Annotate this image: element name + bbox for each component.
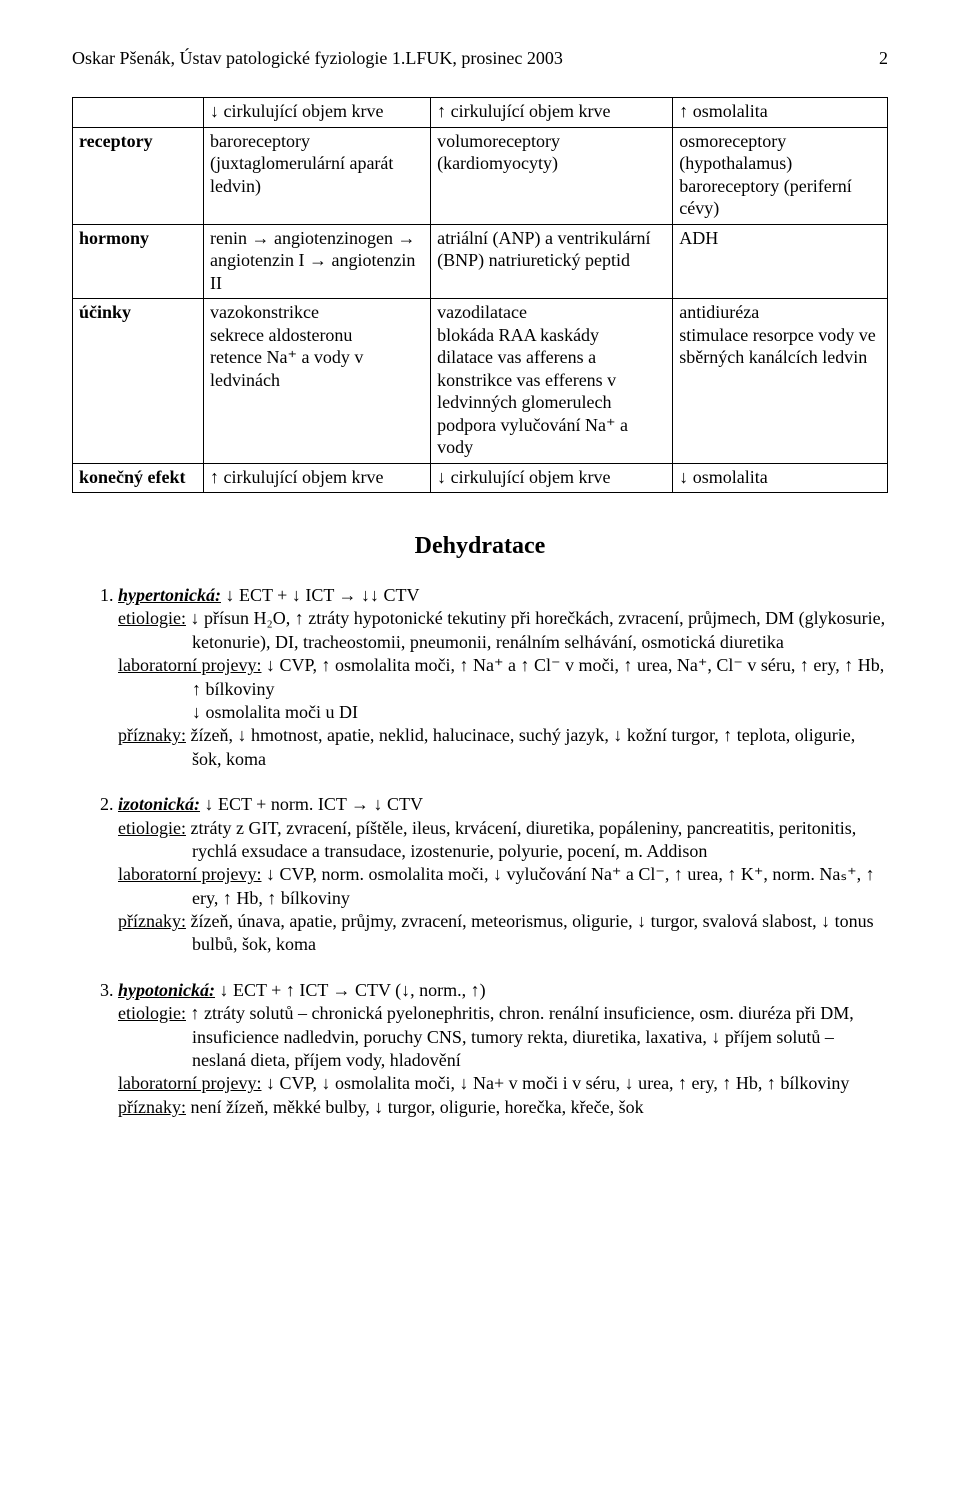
table-cell: konečný efekt — [73, 463, 204, 493]
header-left: Oskar Pšenák, Ústav patologické fyziolog… — [72, 48, 563, 69]
lab-text: ↓ CVP, ↑ osmolalita moči, ↑ Na⁺ a ↑ Cl⁻ … — [192, 655, 884, 698]
table-row: receptory baroreceptory (juxtaglomerulár… — [73, 127, 888, 224]
table-cell: volumoreceptory (kardiomyocyty) — [431, 127, 673, 224]
page-number: 2 — [879, 48, 888, 69]
comparison-table: ↓ cirkulující objem krve ↑ cirkulující o… — [72, 97, 888, 493]
table-cell: účinky — [73, 299, 204, 464]
lab-extra: ↓ osmolalita moči u DI — [118, 701, 888, 724]
etiology-text: ↓ přísun H₂O, ↑ ztráty hypotonické tekut… — [186, 608, 885, 651]
symptoms-text: žízeň, ↓ hmotnost, apatie, neklid, haluc… — [186, 725, 855, 768]
lab-text: ↓ CVP, ↓ osmolalita moči, ↓ Na+ v moči i… — [261, 1073, 849, 1093]
table-cell: hormony — [73, 224, 204, 299]
page-header: Oskar Pšenák, Ústav patologické fyziolog… — [72, 48, 888, 69]
table-row: ↓ cirkulující objem krve ↑ cirkulující o… — [73, 98, 888, 128]
table-cell: ↑ cirkulující objem krve — [204, 463, 431, 493]
lab-label: laboratorní projevy: — [118, 655, 261, 675]
symptoms-line: příznaky: není žízeň, měkké bulby, ↓ tur… — [118, 1096, 888, 1119]
table-cell — [73, 98, 204, 128]
lab-label: laboratorní projevy: — [118, 1073, 261, 1093]
lab-line: laboratorní projevy: ↓ CVP, norm. osmola… — [118, 863, 888, 910]
list-item: hypertonická: ↓ ECT + ↓ ICT → ↓↓ CTV eti… — [118, 584, 888, 771]
table-cell: ↓ cirkulující objem krve — [204, 98, 431, 128]
symptoms-text: není žízeň, měkké bulby, ↓ turgor, oligu… — [186, 1097, 644, 1117]
table-row: účinky vazokonstrikcesekrece aldosteronu… — [73, 299, 888, 464]
table-cell: ↑ osmolalita — [673, 98, 888, 128]
symptoms-text: žízeň, únava, apatie, průjmy, zvracení, … — [186, 911, 874, 954]
etiology-label: etiologie: — [118, 1003, 186, 1023]
table-row: konečný efekt ↑ cirkulující objem krve ↓… — [73, 463, 888, 493]
symptoms-line: příznaky: žízeň, ↓ hmotnost, apatie, nek… — [118, 724, 888, 771]
table-cell: ADH — [673, 224, 888, 299]
page: Oskar Pšenák, Ústav patologické fyziolog… — [0, 0, 960, 1506]
list-item: hypotonická: ↓ ECT + ↑ ICT → CTV (↓, nor… — [118, 979, 888, 1119]
table-cell: ↑ cirkulující objem krve — [431, 98, 673, 128]
table-cell: ↓ osmolalita — [673, 463, 888, 493]
table-cell: baroreceptory (juxtaglomerulární aparát … — [204, 127, 431, 224]
item-head-tail: ↓ ECT + ↓ ICT → ↓↓ CTV — [221, 585, 420, 605]
item-head: hypotonická: — [118, 980, 215, 1000]
item-head: izotonická: — [118, 794, 200, 814]
lab-line: laboratorní projevy: ↓ CVP, ↑ osmolalita… — [118, 654, 888, 701]
etiology-line: etiologie: ↓ přísun H₂O, ↑ ztráty hypoto… — [118, 607, 888, 654]
table-cell: vazokonstrikcesekrece aldosteronuretence… — [204, 299, 431, 464]
item-list: hypertonická: ↓ ECT + ↓ ICT → ↓↓ CTV eti… — [72, 584, 888, 1119]
lab-label: laboratorní projevy: — [118, 864, 261, 884]
etiology-text: ztráty z GIT, zvracení, píštěle, ileus, … — [186, 818, 856, 861]
etiology-line: etiologie: ztráty z GIT, zvracení, píště… — [118, 817, 888, 864]
symptoms-line: příznaky: žízeň, únava, apatie, průjmy, … — [118, 910, 888, 957]
etiology-label: etiologie: — [118, 818, 186, 838]
etiology-text: ↑ ztráty solutů – chronická pyelonephrit… — [186, 1003, 854, 1070]
lab-text: ↓ CVP, norm. osmolalita moči, ↓ vylučová… — [192, 864, 875, 907]
table-cell: osmoreceptory (hypothalamus) barorecepto… — [673, 127, 888, 224]
list-item: izotonická: ↓ ECT + norm. ICT → ↓ CTV et… — [118, 793, 888, 957]
table-row: hormony renin → angiotenzinogen → angiot… — [73, 224, 888, 299]
table-cell: renin → angiotenzinogen → angiotenzin I … — [204, 224, 431, 299]
section-title: Dehydratace — [72, 533, 888, 560]
etiology-label: etiologie: — [118, 608, 186, 628]
item-head-tail: ↓ ECT + ↑ ICT → CTV (↓, norm., ↑) — [215, 980, 486, 1000]
table-cell: vazodilataceblokáda RAA kaskádydilatace … — [431, 299, 673, 464]
item-head: hypertonická: — [118, 585, 221, 605]
lab-line: laboratorní projevy: ↓ CVP, ↓ osmolalita… — [118, 1072, 888, 1095]
symptoms-label: příznaky: — [118, 725, 186, 745]
etiology-line: etiologie: ↑ ztráty solutů – chronická p… — [118, 1002, 888, 1072]
symptoms-label: příznaky: — [118, 911, 186, 931]
item-head-tail: ↓ ECT + norm. ICT → ↓ CTV — [200, 794, 423, 814]
symptoms-label: příznaky: — [118, 1097, 186, 1117]
table-cell: atriální (ANP) a ventrikulární (BNP) nat… — [431, 224, 673, 299]
table-cell: ↓ cirkulující objem krve — [431, 463, 673, 493]
table-cell: receptory — [73, 127, 204, 224]
table-cell: antidiurézastimulace resorpce vody ve sb… — [673, 299, 888, 464]
